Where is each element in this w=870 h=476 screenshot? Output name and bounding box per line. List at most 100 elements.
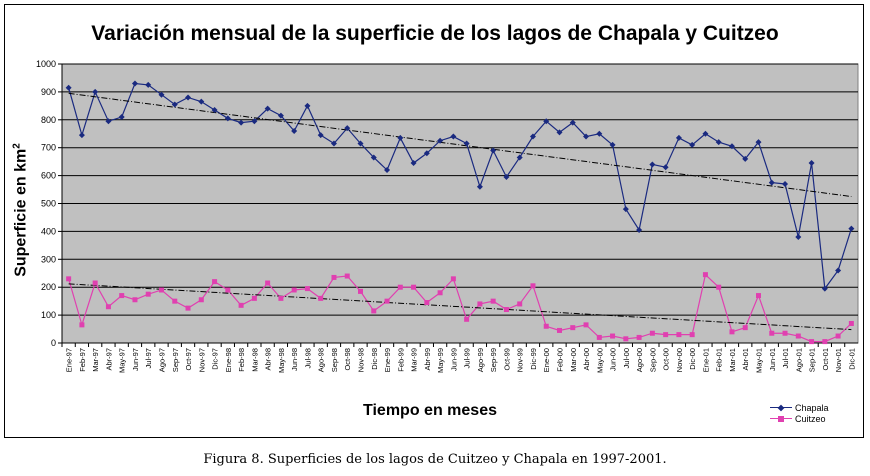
y-tick-label: 200 [41, 282, 56, 292]
data-point-chapala [370, 154, 377, 161]
data-point-cuitzeo [782, 330, 788, 336]
data-point-cuitzeo [198, 297, 204, 303]
data-point-chapala [476, 183, 483, 190]
data-point-cuitzeo [557, 327, 562, 333]
trend-line-chapala [68, 92, 852, 198]
data-point-chapala [344, 125, 351, 132]
data-point-chapala [463, 140, 470, 147]
x-tick-label: Mar-98 [250, 348, 259, 372]
y-tick-label: 400 [41, 226, 56, 236]
x-tick-label: Oct-00 [662, 348, 671, 371]
data-point-chapala [211, 107, 218, 114]
x-tick-label: Mar-01 [728, 348, 737, 372]
x-tick-label: Mar-99 [410, 348, 419, 372]
data-point-chapala [742, 155, 749, 162]
y-axis-title: Superficie en km2 [11, 143, 30, 277]
data-point-cuitzeo [265, 280, 271, 286]
data-point-cuitzeo [756, 293, 761, 299]
data-point-cuitzeo [676, 332, 682, 338]
data-point-cuitzeo [132, 297, 138, 303]
data-point-cuitzeo [636, 334, 642, 340]
data-point-chapala [437, 137, 444, 144]
data-point-chapala [92, 88, 99, 95]
data-point-chapala [65, 84, 72, 91]
data-point-chapala [768, 179, 775, 186]
data-point-chapala [609, 141, 616, 148]
data-point-cuitzeo [809, 339, 815, 345]
data-point-chapala [649, 161, 656, 168]
x-tick-label: Nov-00 [675, 348, 684, 372]
chart-title: Variación mensual de la superficie de lo… [91, 22, 779, 45]
x-tick-label: May-97 [118, 348, 127, 373]
data-point-chapala [795, 233, 802, 240]
data-point-cuitzeo [623, 336, 629, 342]
data-point-cuitzeo [371, 308, 377, 314]
data-point-cuitzeo [318, 295, 324, 301]
y-axis-title-superscript: 2 [11, 143, 23, 149]
data-point-chapala [808, 160, 815, 167]
data-point-cuitzeo [424, 300, 430, 306]
data-point-chapala [622, 206, 629, 213]
data-point-chapala [662, 164, 669, 171]
data-point-cuitzeo [702, 272, 708, 278]
x-tick-label: Dic-98 [370, 348, 379, 370]
y-tick-label: 700 [41, 143, 56, 153]
x-tick-label: Jun-00 [609, 348, 618, 371]
x-tick-label: Nov-98 [357, 348, 366, 372]
data-point-chapala [384, 167, 391, 174]
x-tick-label: Ene-00 [542, 348, 551, 372]
y-tick-label: 1000 [36, 59, 56, 69]
data-point-chapala [105, 118, 112, 125]
data-point-chapala [264, 105, 271, 112]
x-tick-label: Ene-98 [224, 348, 233, 372]
data-point-cuitzeo [344, 273, 350, 279]
x-tick-label: Ago-99 [476, 348, 485, 372]
x-tick-label: Abr-97 [104, 348, 113, 371]
data-point-chapala [171, 101, 178, 108]
data-point-cuitzeo [583, 322, 589, 328]
y-axis-title-text: Superficie en km [12, 148, 30, 277]
x-tick-label: May-98 [277, 348, 286, 373]
data-point-chapala [145, 81, 152, 88]
x-tick-label: Jul-99 [463, 348, 472, 368]
data-point-chapala [556, 129, 563, 136]
data-point-chapala [185, 94, 192, 101]
legend-label-cuitzeo: Cuitzeo [795, 413, 826, 424]
data-point-chapala [158, 91, 165, 98]
data-point-chapala [715, 139, 722, 146]
data-point-chapala [569, 119, 576, 126]
plot-area: 0 100 200 300 400 500 600 700 800 900 1000 Ene-97 Fe… [36, 59, 859, 373]
data-point-cuitzeo [225, 287, 231, 293]
x-tick-label: Jun-99 [449, 348, 458, 371]
x-tick-label: Jul-01 [781, 348, 790, 368]
data-point-chapala [675, 134, 682, 141]
x-tick-label: Jun-98 [290, 348, 299, 371]
data-point-chapala [490, 147, 497, 154]
data-point-chapala [277, 112, 284, 119]
data-point-cuitzeo [251, 295, 257, 301]
data-point-chapala [636, 227, 643, 234]
data-point-cuitzeo [92, 280, 98, 286]
data-point-cuitzeo [530, 283, 536, 289]
data-point-cuitzeo [119, 293, 125, 299]
data-point-cuitzeo [291, 287, 297, 293]
data-point-cuitzeo [610, 333, 616, 339]
data-point-cuitzeo [358, 288, 363, 294]
data-point-cuitzeo [212, 279, 218, 285]
data-point-cuitzeo [570, 325, 576, 331]
data-point-cuitzeo [437, 290, 443, 296]
data-point-chapala [543, 118, 550, 125]
x-tick-label: Dic-00 [688, 348, 697, 370]
y-tick-label: 0 [51, 338, 56, 348]
data-point-chapala [304, 102, 311, 109]
x-tick-label: Jun-01 [768, 348, 777, 371]
trend-line-cuitzeo [68, 283, 852, 331]
data-point-cuitzeo [411, 284, 417, 290]
y-tick-label: 600 [41, 171, 56, 181]
data-point-chapala [755, 139, 762, 146]
data-point-chapala [821, 285, 828, 292]
data-point-cuitzeo [543, 323, 549, 329]
x-tick-label: Mar-00 [569, 348, 578, 372]
x-tick-label: Dic-99 [529, 348, 538, 370]
data-point-cuitzeo [848, 320, 854, 326]
